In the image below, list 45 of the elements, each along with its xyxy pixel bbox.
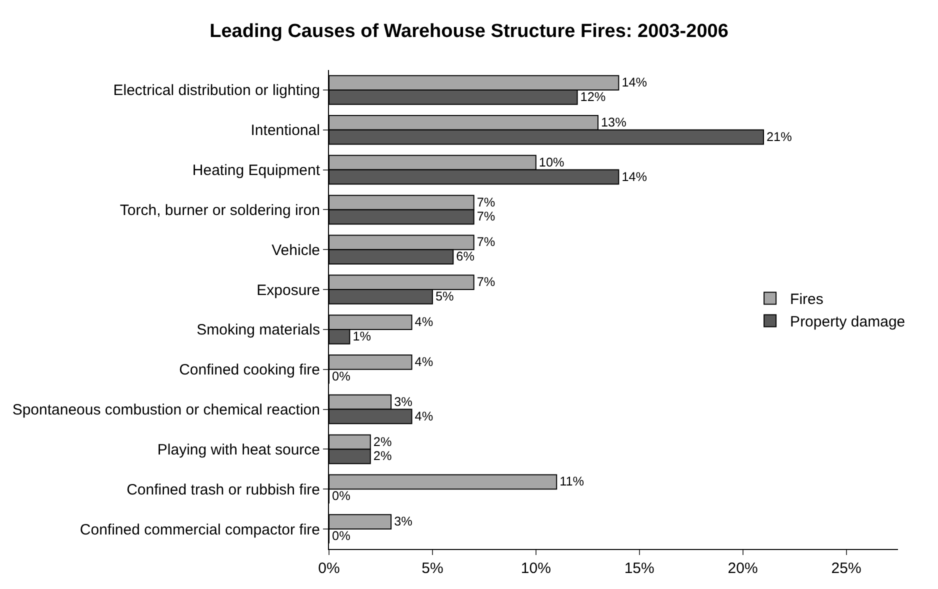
data-label: 1% xyxy=(352,329,372,344)
x-tick-label: 25% xyxy=(831,560,862,577)
data-label: 21% xyxy=(766,130,792,144)
x-tick-label: 15% xyxy=(624,560,654,577)
data-label: 12% xyxy=(580,90,606,104)
data-label: 4% xyxy=(414,409,434,424)
data-label: 13% xyxy=(601,116,626,130)
data-label: 7% xyxy=(476,275,496,290)
legend-label: Property damage xyxy=(790,314,906,331)
x-tick-label: 5% xyxy=(422,560,444,577)
y-tick-label: Confined commercial compactor fire xyxy=(80,521,320,538)
data-label: 2% xyxy=(373,449,392,464)
data-label: 3% xyxy=(394,514,412,529)
data-label: 10% xyxy=(538,155,564,170)
x-tick-label: 20% xyxy=(728,560,758,577)
data-label: 7% xyxy=(476,235,496,250)
y-tick-label: Smoking materials xyxy=(196,322,320,339)
y-tick-label: Vehicle xyxy=(272,242,320,259)
x-tick-label: 0% xyxy=(318,560,340,577)
data-label: 2% xyxy=(373,434,392,449)
data-label: 7% xyxy=(476,210,496,224)
data-label: 14% xyxy=(622,170,648,184)
y-tick-label: Heating Equipment xyxy=(192,162,321,180)
y-tick-label: Intentional xyxy=(250,122,320,140)
data-label: 4% xyxy=(414,315,434,330)
y-tick-label: Torch, burner or soldering iron xyxy=(120,202,320,219)
y-tick-label: Electrical distribution or lighting xyxy=(113,82,320,100)
data-label: 5% xyxy=(435,290,454,304)
x-tick-label: 10% xyxy=(520,560,551,577)
y-tick-label: Confined cooking fire xyxy=(179,362,320,379)
y-tick-label: Spontaneous combustion or chemical reaction xyxy=(12,402,320,419)
data-label: 6% xyxy=(456,250,474,264)
y-tick-label: Exposure xyxy=(256,282,320,299)
data-label: 7% xyxy=(476,195,496,210)
y-tick-label: Playing with heat source xyxy=(157,441,320,458)
y-tick-label: Confined trash or rubbish fire xyxy=(126,481,320,498)
legend-label: Fires xyxy=(790,291,824,308)
data-label: 0% xyxy=(332,369,350,384)
data-label: 3% xyxy=(394,394,412,409)
data-label: 11% xyxy=(560,474,584,489)
data-label: 14% xyxy=(622,76,648,90)
chart-title: Leading Causes of Warehouse Structure Fires: 2003-2006 xyxy=(210,20,728,42)
data-label: 4% xyxy=(414,354,434,369)
data-label: 0% xyxy=(332,489,350,504)
data-label: 0% xyxy=(332,529,350,544)
